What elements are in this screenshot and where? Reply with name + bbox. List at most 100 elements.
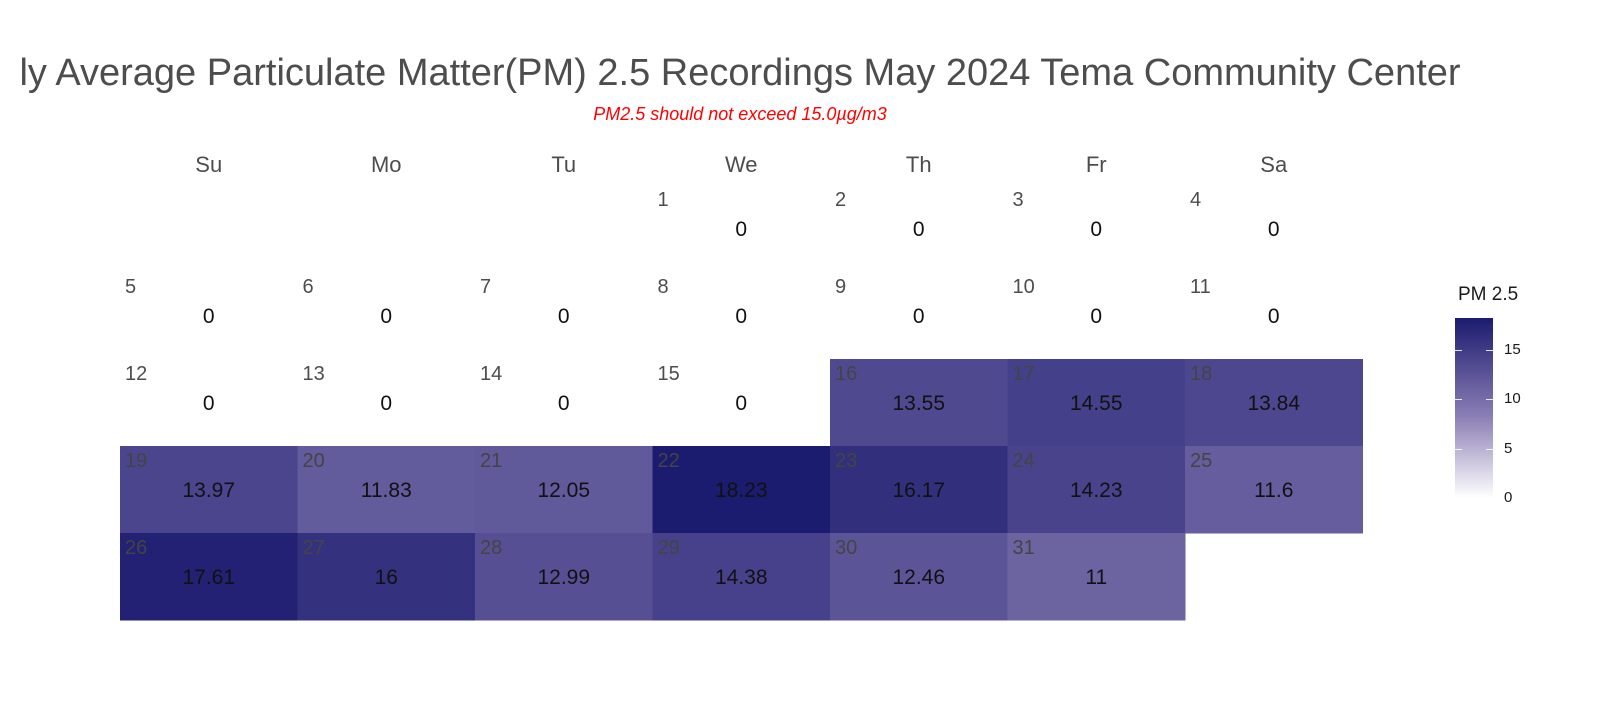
cell-value-label: 0 xyxy=(1090,305,1102,328)
day-number-label: 26 xyxy=(125,537,147,559)
heatmap-cell xyxy=(1185,359,1363,447)
legend-tick-mark xyxy=(1455,448,1462,450)
legend-tick-label: 15 xyxy=(1504,340,1521,358)
cell-value-label: 16.17 xyxy=(892,479,945,502)
day-number-label: 9 xyxy=(835,276,846,298)
day-number-label: 25 xyxy=(1190,450,1212,472)
weekday-label: Su xyxy=(195,152,222,177)
legend-tick-mark xyxy=(1455,349,1462,351)
cell-value-label: 0 xyxy=(558,392,570,415)
weekday-label: Th xyxy=(906,152,932,177)
cell-value-label: 14.23 xyxy=(1070,479,1123,502)
day-number-label: 21 xyxy=(480,450,502,472)
legend-tick-mark xyxy=(1486,349,1493,351)
weekday-label: Mo xyxy=(371,152,402,177)
heatmap-cell xyxy=(1007,446,1186,534)
cell-value-label: 13.55 xyxy=(892,392,945,415)
chart-title: ly Average Particulate Matter(PM) 2.5 Re… xyxy=(19,52,1461,94)
legend-tick-mark xyxy=(1486,399,1493,401)
day-number-label: 11 xyxy=(1190,276,1211,298)
heatmap-cell xyxy=(297,533,476,621)
heatmap-cell xyxy=(1007,533,1186,621)
cell-value-label: 0 xyxy=(735,305,747,328)
heatmap-cell xyxy=(297,446,476,534)
cell-value-label: 0 xyxy=(1090,218,1102,241)
heatmap-cell xyxy=(1007,359,1186,447)
day-number-label: 30 xyxy=(835,537,857,559)
day-number-label: 12 xyxy=(125,363,147,385)
day-number-label: 4 xyxy=(1190,189,1201,211)
day-number-label: 5 xyxy=(125,276,136,298)
cell-value-label: 0 xyxy=(203,392,215,415)
legend-color-bar xyxy=(1455,318,1493,498)
day-number-label: 15 xyxy=(658,363,680,385)
cell-value-label: 14.55 xyxy=(1070,392,1123,415)
heatmap-cell xyxy=(652,533,831,621)
cell-value-label: 16 xyxy=(375,566,398,589)
heatmap-cell xyxy=(1185,446,1363,534)
weekday-label: Fr xyxy=(1086,152,1107,177)
day-number-label: 29 xyxy=(658,537,680,559)
heatmap-cell xyxy=(120,533,298,621)
chart-subtitle: PM2.5 should not exceed 15.0µg/m3 xyxy=(593,104,887,124)
cell-value-label: 12.05 xyxy=(537,479,590,502)
legend-tick-label: 10 xyxy=(1504,390,1521,408)
legend-title: PM 2.5 xyxy=(1458,284,1519,305)
cell-value-label: 0 xyxy=(735,218,747,241)
heatmap-cell xyxy=(830,446,1008,534)
day-number-label: 23 xyxy=(835,450,857,472)
cell-value-label: 12.46 xyxy=(892,566,945,589)
cell-value-label: 11.6 xyxy=(1254,479,1293,502)
legend-tick-mark xyxy=(1486,448,1493,450)
weekday-label: We xyxy=(725,152,758,177)
legend-tick-label: 5 xyxy=(1504,439,1513,457)
cell-value-label: 11.83 xyxy=(361,479,412,502)
cell-value-label: 0 xyxy=(380,392,392,415)
heatmap-cell xyxy=(475,533,653,621)
cell-value-label: 0 xyxy=(203,305,215,328)
day-number-label: 3 xyxy=(1013,189,1024,211)
cell-value-label: 0 xyxy=(558,305,570,328)
cell-value-label: 0 xyxy=(1268,218,1280,241)
cell-value-label: 14.38 xyxy=(715,566,768,589)
weekday-label: Tu xyxy=(551,152,576,177)
cell-value-label: 0 xyxy=(735,392,747,415)
cell-value-label: 0 xyxy=(913,305,925,328)
day-number-label: 28 xyxy=(480,537,502,559)
day-number-label: 27 xyxy=(303,537,325,559)
day-number-label: 2 xyxy=(835,189,846,211)
legend-tick-mark xyxy=(1486,498,1493,499)
heatmap-cell xyxy=(120,446,298,534)
cell-value-label: 0 xyxy=(1268,305,1280,328)
heatmap-cell xyxy=(830,359,1008,447)
day-number-label: 19 xyxy=(125,450,147,472)
cell-value-label: 17.61 xyxy=(182,566,235,589)
day-number-label: 13 xyxy=(303,363,325,385)
heatmap-cell xyxy=(652,446,831,534)
day-number-label: 24 xyxy=(1013,450,1035,472)
cell-value-label: 18.23 xyxy=(715,479,768,502)
day-number-label: 8 xyxy=(658,276,669,298)
cell-value-label: 0 xyxy=(380,305,392,328)
weekday-label: Sa xyxy=(1260,152,1288,177)
cell-value-label: 0 xyxy=(913,218,925,241)
cell-value-label: 13.97 xyxy=(182,479,235,502)
legend-tick-mark xyxy=(1455,498,1462,499)
day-number-label: 1 xyxy=(658,189,669,211)
legend-tick-mark xyxy=(1455,399,1462,401)
day-number-label: 7 xyxy=(480,276,491,298)
day-number-label: 22 xyxy=(658,450,680,472)
cell-value-label: 11 xyxy=(1085,566,1107,589)
day-number-label: 31 xyxy=(1013,537,1035,559)
day-number-label: 17 xyxy=(1013,363,1035,385)
calendar-heatmap: Su Mo Tu We Th Fr Sa10203040506070809010011012… xyxy=(120,152,1363,621)
day-number-label: 10 xyxy=(1013,276,1035,298)
day-number-label: 18 xyxy=(1190,363,1212,385)
cell-value-label: 13.84 xyxy=(1247,392,1300,415)
day-number-label: 20 xyxy=(303,450,325,472)
color-legend: PM 2.5 0 5 10 15 xyxy=(1450,282,1590,512)
day-number-label: 16 xyxy=(835,363,857,385)
cell-value-label: 12.99 xyxy=(537,566,590,589)
day-number-label: 6 xyxy=(303,276,314,298)
heatmap-cell xyxy=(475,446,653,534)
